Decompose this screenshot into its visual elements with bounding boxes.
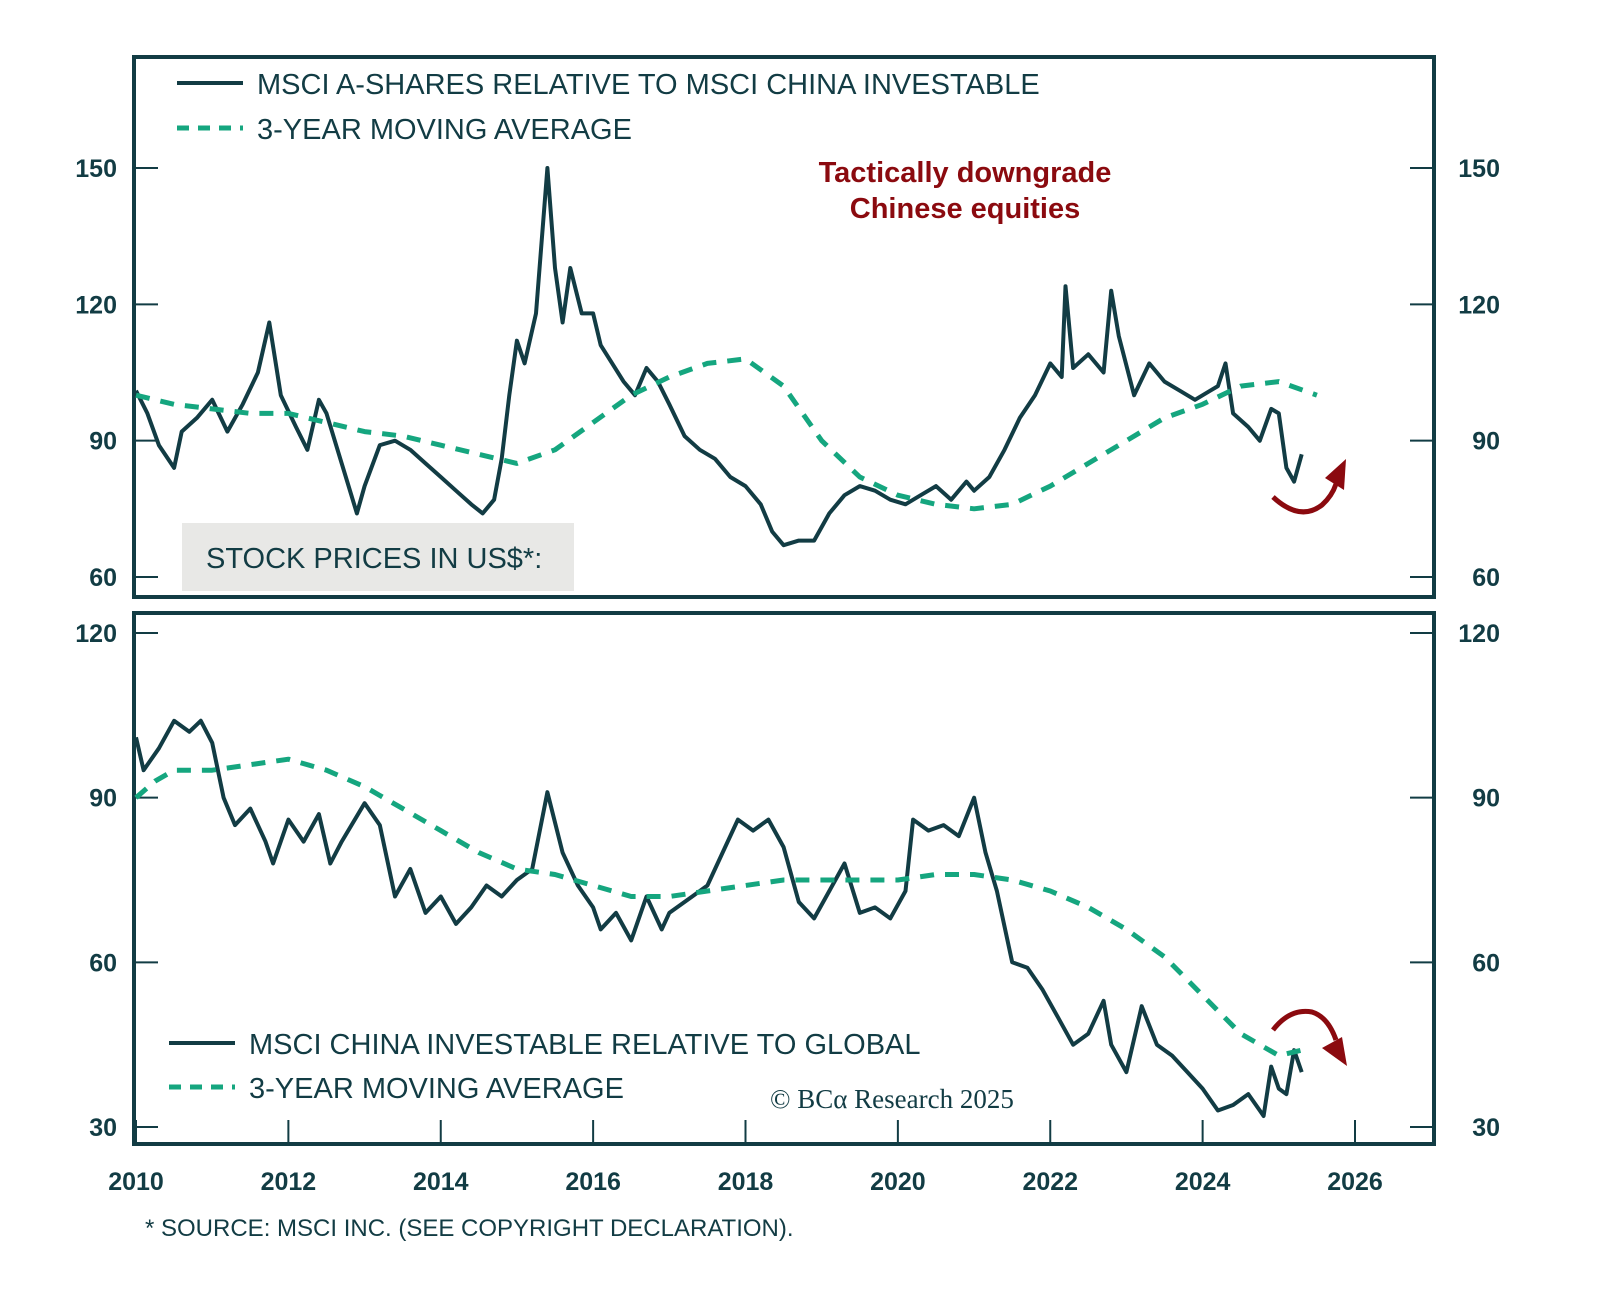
y-tick-label-left: 90 [89, 428, 117, 456]
y-tick-label-left: 60 [89, 564, 117, 592]
bottom-panel-frame [132, 611, 1436, 1146]
subtitle-box [182, 523, 574, 591]
x-tick-label: 2014 [413, 1168, 469, 1196]
top-y-axis: 60 60 90 90 120 120 150 150 [75, 155, 1500, 592]
y-tick-label-right: 60 [1472, 564, 1500, 592]
x-tick-label: 2010 [108, 1168, 164, 1196]
x-tick-label: 2012 [261, 1168, 317, 1196]
y-tick-label-left: 150 [75, 155, 117, 183]
y-tick-label-right: 60 [1472, 949, 1500, 977]
legend-label-ma-top: 3-YEAR MOVING AVERAGE [257, 114, 632, 146]
x-tick-label: 2026 [1327, 1168, 1383, 1196]
legend-label-ma-bottom: 3-YEAR MOVING AVERAGE [249, 1073, 624, 1105]
moving-average-line [134, 756, 1303, 1059]
down-arrow-icon [1271, 1008, 1347, 1066]
x-tick-label: 2016 [565, 1168, 621, 1196]
y-tick-label-right: 30 [1472, 1114, 1500, 1142]
y-tick-label-left: 120 [75, 620, 117, 648]
x-axis: 2010 2012 2014 2016 2018 2020 2022 2024 2026 [108, 1120, 1383, 1196]
bottom-y-axis: 30 30 60 60 90 90 120 120 [75, 620, 1500, 1142]
y-tick-label-right: 120 [1458, 291, 1500, 319]
copyright-label: © BCα Research 2025 [770, 1084, 1014, 1114]
top-panel: STOCK PRICES IN US$*: MSCI A-SHARES RELA… [75, 55, 1500, 599]
relative-performance-line [134, 166, 1304, 548]
legend-label-china-investable: MSCI CHINA INVESTABLE RELATIVE TO GLOBAL [249, 1029, 921, 1061]
y-tick-label-right: 120 [1458, 620, 1500, 648]
y-tick-label-left: 120 [75, 291, 117, 319]
top-series-group [134, 166, 1318, 548]
relative-performance-line [134, 718, 1304, 1118]
source-footnote: * SOURCE: MSCI INC. (SEE COPYRIGHT DECLA… [145, 1215, 794, 1242]
annotation-line-1: Tactically downgrade [819, 157, 1112, 189]
y-tick-label-left: 30 [89, 1114, 117, 1142]
bottom-panel: MSCI CHINA INVESTABLE RELATIVE TO GLOBAL… [75, 611, 1500, 1146]
y-tick-label-right: 150 [1458, 155, 1500, 183]
x-tick-label: 2022 [1022, 1168, 1078, 1196]
top-panel-frame [132, 55, 1436, 599]
y-tick-label-right: 90 [1472, 785, 1500, 813]
bottom-series-group [134, 718, 1304, 1118]
x-tick-label: 2020 [870, 1168, 926, 1196]
y-tick-label-left: 60 [89, 949, 117, 977]
x-tick-label: 2024 [1175, 1168, 1231, 1196]
y-tick-label-left: 90 [89, 785, 117, 813]
legend-label-a-shares: MSCI A-SHARES RELATIVE TO MSCI CHINA INV… [257, 69, 1040, 101]
y-tick-label-right: 90 [1472, 428, 1500, 456]
up-arrow-icon [1271, 459, 1346, 515]
annotation-line-2: Chinese equities [850, 193, 1080, 225]
subtitle-text: STOCK PRICES IN US$*: [206, 543, 542, 575]
x-tick-label: 2018 [718, 1168, 774, 1196]
